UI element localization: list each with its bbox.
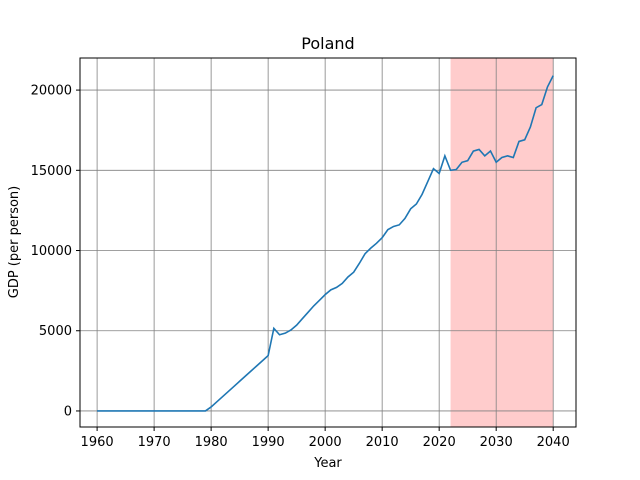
y-tick-label: 15000 (31, 164, 72, 179)
x-tick-label: 2030 (480, 435, 513, 450)
chart-title: Poland (301, 34, 354, 53)
x-axis-ticks: 1960 1970 1980 1990 2000 2010 2020 2030 2040 (81, 427, 570, 450)
plot-area (79, 57, 577, 428)
y-tick-label: 20000 (31, 84, 72, 99)
y-axis-label: GDP (per person) (7, 186, 22, 299)
gdp-series-line (97, 75, 554, 412)
x-tick-label: 1990 (252, 435, 285, 450)
axes-frame (79, 57, 577, 428)
y-axis-ticks: 0 5000 10000 15000 20000 (31, 84, 80, 419)
x-tick-label: 2040 (537, 435, 570, 450)
x-tick-label: 1970 (138, 435, 171, 450)
x-tick-label: 1960 (81, 435, 114, 450)
y-tick-label: 5000 (39, 324, 72, 339)
y-tick-label: 10000 (31, 244, 72, 259)
forecast-highlight-band (450, 58, 554, 427)
x-tick-label: 1980 (195, 435, 228, 450)
grid-lines (80, 58, 576, 427)
x-tick-label: 2000 (309, 435, 342, 450)
x-tick-label: 2020 (423, 435, 456, 450)
x-tick-label: 2010 (366, 435, 399, 450)
x-axis-label: Year (313, 456, 342, 471)
y-tick-label: 0 (64, 404, 72, 419)
